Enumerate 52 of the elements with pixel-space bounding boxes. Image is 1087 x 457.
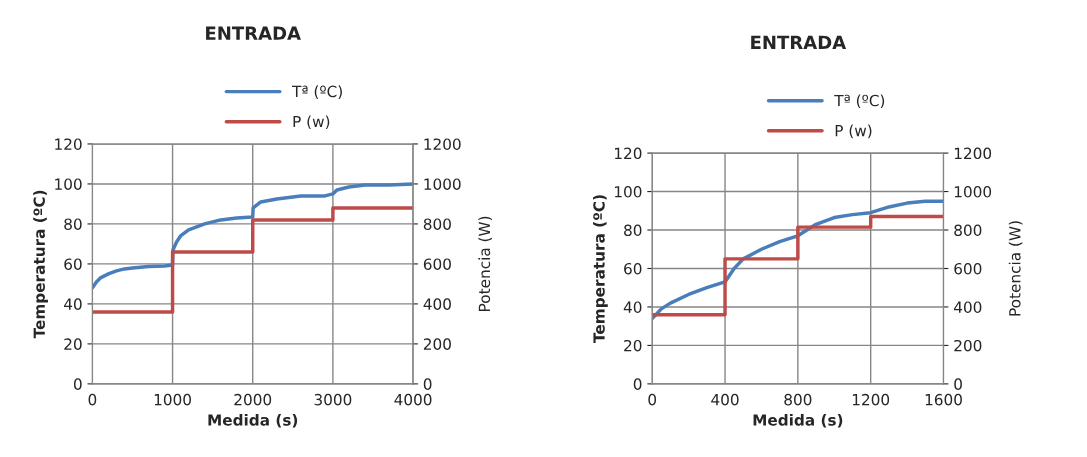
y-tick-label: 20 <box>64 338 82 350</box>
y2-tick-label: 400 <box>423 298 451 310</box>
y2-tick-label: 200 <box>954 339 982 352</box>
x-tick-label: 4000 <box>394 393 432 406</box>
y2-tick-label: 1200 <box>424 138 461 150</box>
y2-tick-label: 0 <box>954 378 962 390</box>
y2-tick-label: 800 <box>423 218 451 230</box>
y2-tick-label: 600 <box>954 262 982 275</box>
legend-label: Tª (ºC) <box>834 94 885 109</box>
x-tick-label: 2000 <box>234 393 272 406</box>
x-tick-label: 3000 <box>314 393 352 406</box>
y-tick-label: 40 <box>623 301 642 313</box>
y-tick-label: 100 <box>614 186 642 198</box>
y-tick-label: 120 <box>55 138 82 150</box>
y-tick-label: 0 <box>73 378 82 390</box>
y2-tick-label: 800 <box>954 224 982 237</box>
y-tick-label: 40 <box>63 298 82 310</box>
y-tick-label: 60 <box>624 262 642 275</box>
y2-tick-label: 400 <box>953 301 982 313</box>
line-series <box>92 182 414 290</box>
y-tick-label: 0 <box>633 378 642 390</box>
chart-title: ENTRADA <box>751 35 847 49</box>
y2-tick-label: 200 <box>423 338 451 350</box>
y-tick-label: 60 <box>64 258 82 270</box>
legend-label: P (w) <box>835 124 872 139</box>
x-axis-title: Medida (s) <box>208 413 298 428</box>
legend-label: Tª (ºC) <box>292 85 342 99</box>
y-axis-title: Temperatura (ºC) <box>592 195 608 343</box>
y-tick-label: 80 <box>64 218 82 230</box>
x-tick-label: 400 <box>711 393 739 406</box>
y-tick-label: 100 <box>55 178 82 190</box>
x-tick-label: 1200 <box>852 393 890 406</box>
y2-axis-title: Potencia (W) <box>478 216 492 311</box>
y2-tick-label: 1200 <box>954 147 992 160</box>
x-tick-label: 1600 <box>925 393 962 406</box>
chart-title: ENTRADA <box>206 26 301 40</box>
y-tick-label: 80 <box>624 224 642 237</box>
y-tick-label: 120 <box>614 147 642 160</box>
legend-label: P (w) <box>293 115 330 130</box>
y2-tick-label: 1000 <box>424 178 461 190</box>
x-tick-label: 1000 <box>154 393 191 406</box>
x-tick-label: 800 <box>784 393 812 406</box>
x-tick-label: 0 <box>88 393 97 406</box>
line-series <box>652 199 944 321</box>
y2-tick-label: 0 <box>423 378 432 390</box>
x-tick-label: 0 <box>648 393 657 406</box>
y2-axis-title: Potencia (W) <box>1008 221 1023 316</box>
y-tick-label: 20 <box>624 339 642 352</box>
y2-tick-label: 600 <box>423 258 451 270</box>
x-axis-title: Medida (s) <box>753 413 843 428</box>
y-axis-title: Temperatura (ºC) <box>33 190 48 339</box>
y2-tick-label: 1000 <box>954 186 992 198</box>
